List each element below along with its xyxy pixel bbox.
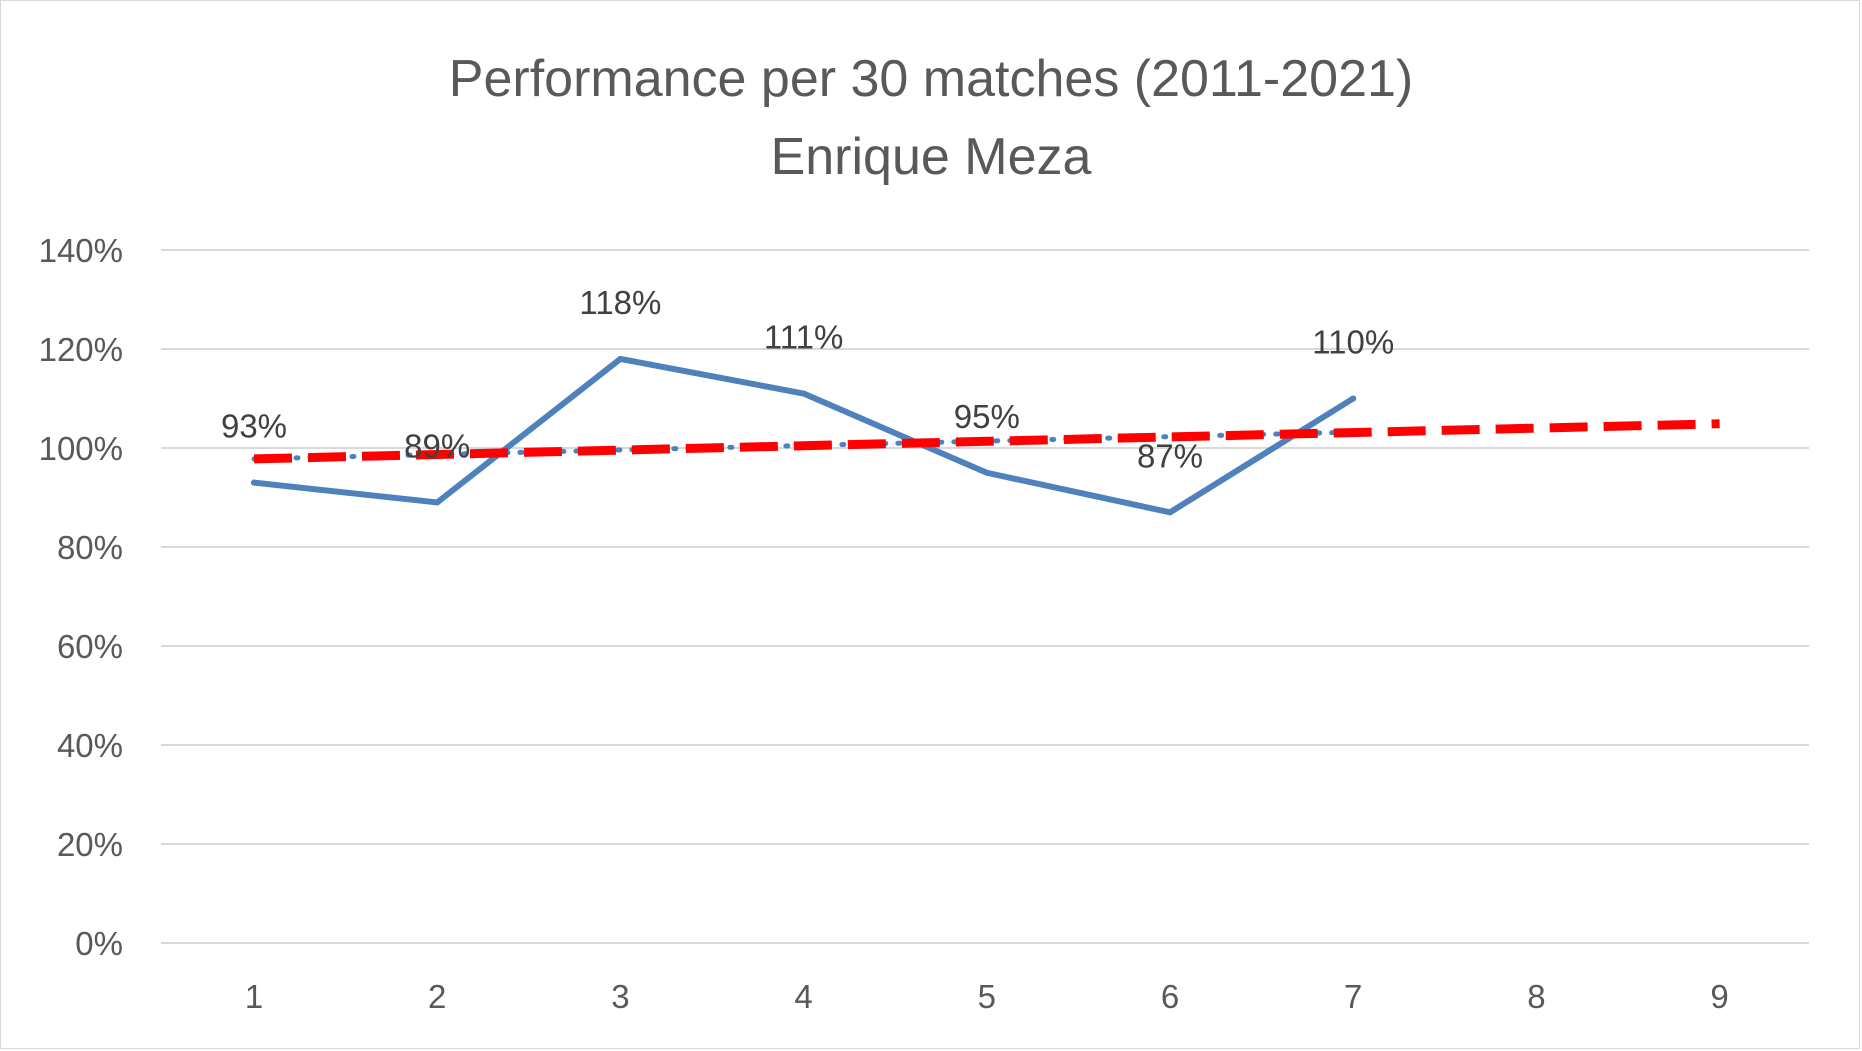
y-tick-label: 20% <box>57 826 123 863</box>
x-tick-label: 1 <box>245 978 263 1015</box>
trendline-layer <box>251 419 1720 464</box>
gridlines <box>161 249 1809 944</box>
data-label: 118% <box>579 284 661 321</box>
y-tick-label: 120% <box>39 331 123 368</box>
series-layer <box>251 355 1357 516</box>
y-axis-ticks: 0% 20% 40% 60% 80% 100% 120% 140% <box>39 232 123 962</box>
x-tick-label: 5 <box>978 978 996 1015</box>
trendline-dashed <box>253 419 1720 464</box>
data-point <box>1350 395 1357 402</box>
x-tick-label: 3 <box>611 978 629 1015</box>
data-label: 111% <box>764 319 844 356</box>
data-label: 110% <box>1312 324 1394 361</box>
y-tick-label: 140% <box>39 232 123 269</box>
data-point <box>983 469 990 476</box>
y-tick-label: 40% <box>57 727 123 764</box>
data-point <box>1167 509 1173 516</box>
data-point <box>617 355 624 362</box>
x-tick-label: 7 <box>1344 978 1362 1015</box>
data-point <box>434 499 441 506</box>
data-point <box>800 390 807 397</box>
data-point <box>251 479 257 486</box>
x-tick-label: 8 <box>1527 978 1545 1015</box>
x-tick-label: 2 <box>428 978 446 1015</box>
x-tick-label: 4 <box>794 978 812 1015</box>
data-label: 87% <box>1137 437 1203 474</box>
y-tick-label: 0% <box>75 925 123 962</box>
chart-subtitle: Enrique Meza <box>771 128 1092 186</box>
y-tick-label: 80% <box>57 529 123 566</box>
x-tick-label: 6 <box>1161 978 1179 1015</box>
data-label: 89% <box>404 427 470 464</box>
y-tick-label: 60% <box>57 628 123 665</box>
data-labels: 93% 89% 118% 111% 95% 87% 110% <box>221 284 1394 474</box>
chart-title: Performance per 30 matches (2011-2021) <box>449 50 1413 108</box>
x-axis-ticks: 1 2 3 4 5 6 7 8 9 <box>245 978 1729 1015</box>
y-tick-label: 100% <box>39 430 123 467</box>
x-tick-label: 9 <box>1710 978 1728 1015</box>
data-label: 95% <box>954 398 1020 435</box>
data-label: 93% <box>221 408 287 445</box>
